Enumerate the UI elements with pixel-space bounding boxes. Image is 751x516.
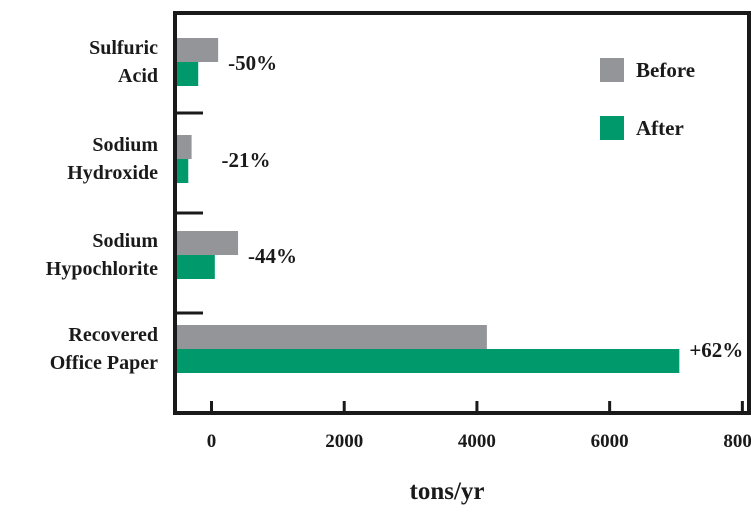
bar-after-2 [175, 255, 215, 279]
percent-change-label: -50% [228, 51, 277, 75]
x-axis-title: tons/yr [410, 478, 485, 505]
percent-change-label: -21% [221, 148, 270, 172]
legend-label-after: After [636, 116, 684, 140]
bars [175, 38, 680, 373]
x-tick-label: 4000 [458, 431, 496, 452]
x-tick-label: 2000 [325, 431, 363, 452]
bar-before-2 [175, 231, 239, 255]
plot-frame [173, 11, 751, 415]
category-label: Recovered Office Paper [50, 324, 158, 374]
category-label-line: Hypochlorite [46, 258, 158, 280]
bar-before-3 [175, 325, 487, 349]
legend: Before After [600, 58, 695, 140]
category-label-line: Hydroxide [67, 162, 158, 184]
category-label-line: Acid [118, 65, 158, 87]
x-tick-label: 8000 [723, 431, 751, 452]
category-labels: Sulfuric Acid Sodium Hydroxide Sodium Hypochl… [46, 37, 159, 374]
legend-swatch-after [600, 116, 624, 140]
category-label-line: Office Paper [50, 352, 158, 374]
category-label-line: Recovered [68, 324, 158, 346]
bar-after-1 [175, 159, 189, 183]
x-tick-labels: 0 2000 4000 6000 8000 [207, 431, 751, 452]
legend-swatch-before [600, 58, 624, 82]
bar-after-0 [175, 62, 199, 86]
tick-marks [175, 111, 744, 413]
category-label-line: Sulfuric [89, 37, 158, 59]
legend-label-before: Before [636, 58, 695, 82]
bar-before-1 [175, 135, 192, 159]
bar-after-3 [175, 349, 680, 373]
percent-change-label: -44% [248, 244, 297, 268]
category-label: Sodium Hypochlorite [46, 230, 159, 280]
x-tick-label: 6000 [591, 431, 629, 452]
category-label-line: Sodium [92, 230, 158, 252]
category-label: Sulfuric Acid [89, 37, 158, 87]
x-tick-label: 0 [207, 431, 217, 452]
percent-change-label: +62% [689, 338, 743, 362]
percent-change-labels: -50% -21% -44% +62% [221, 51, 743, 362]
category-label: Sodium Hydroxide [67, 134, 158, 184]
category-label-line: Sodium [92, 134, 158, 156]
bar-before-0 [175, 38, 219, 62]
